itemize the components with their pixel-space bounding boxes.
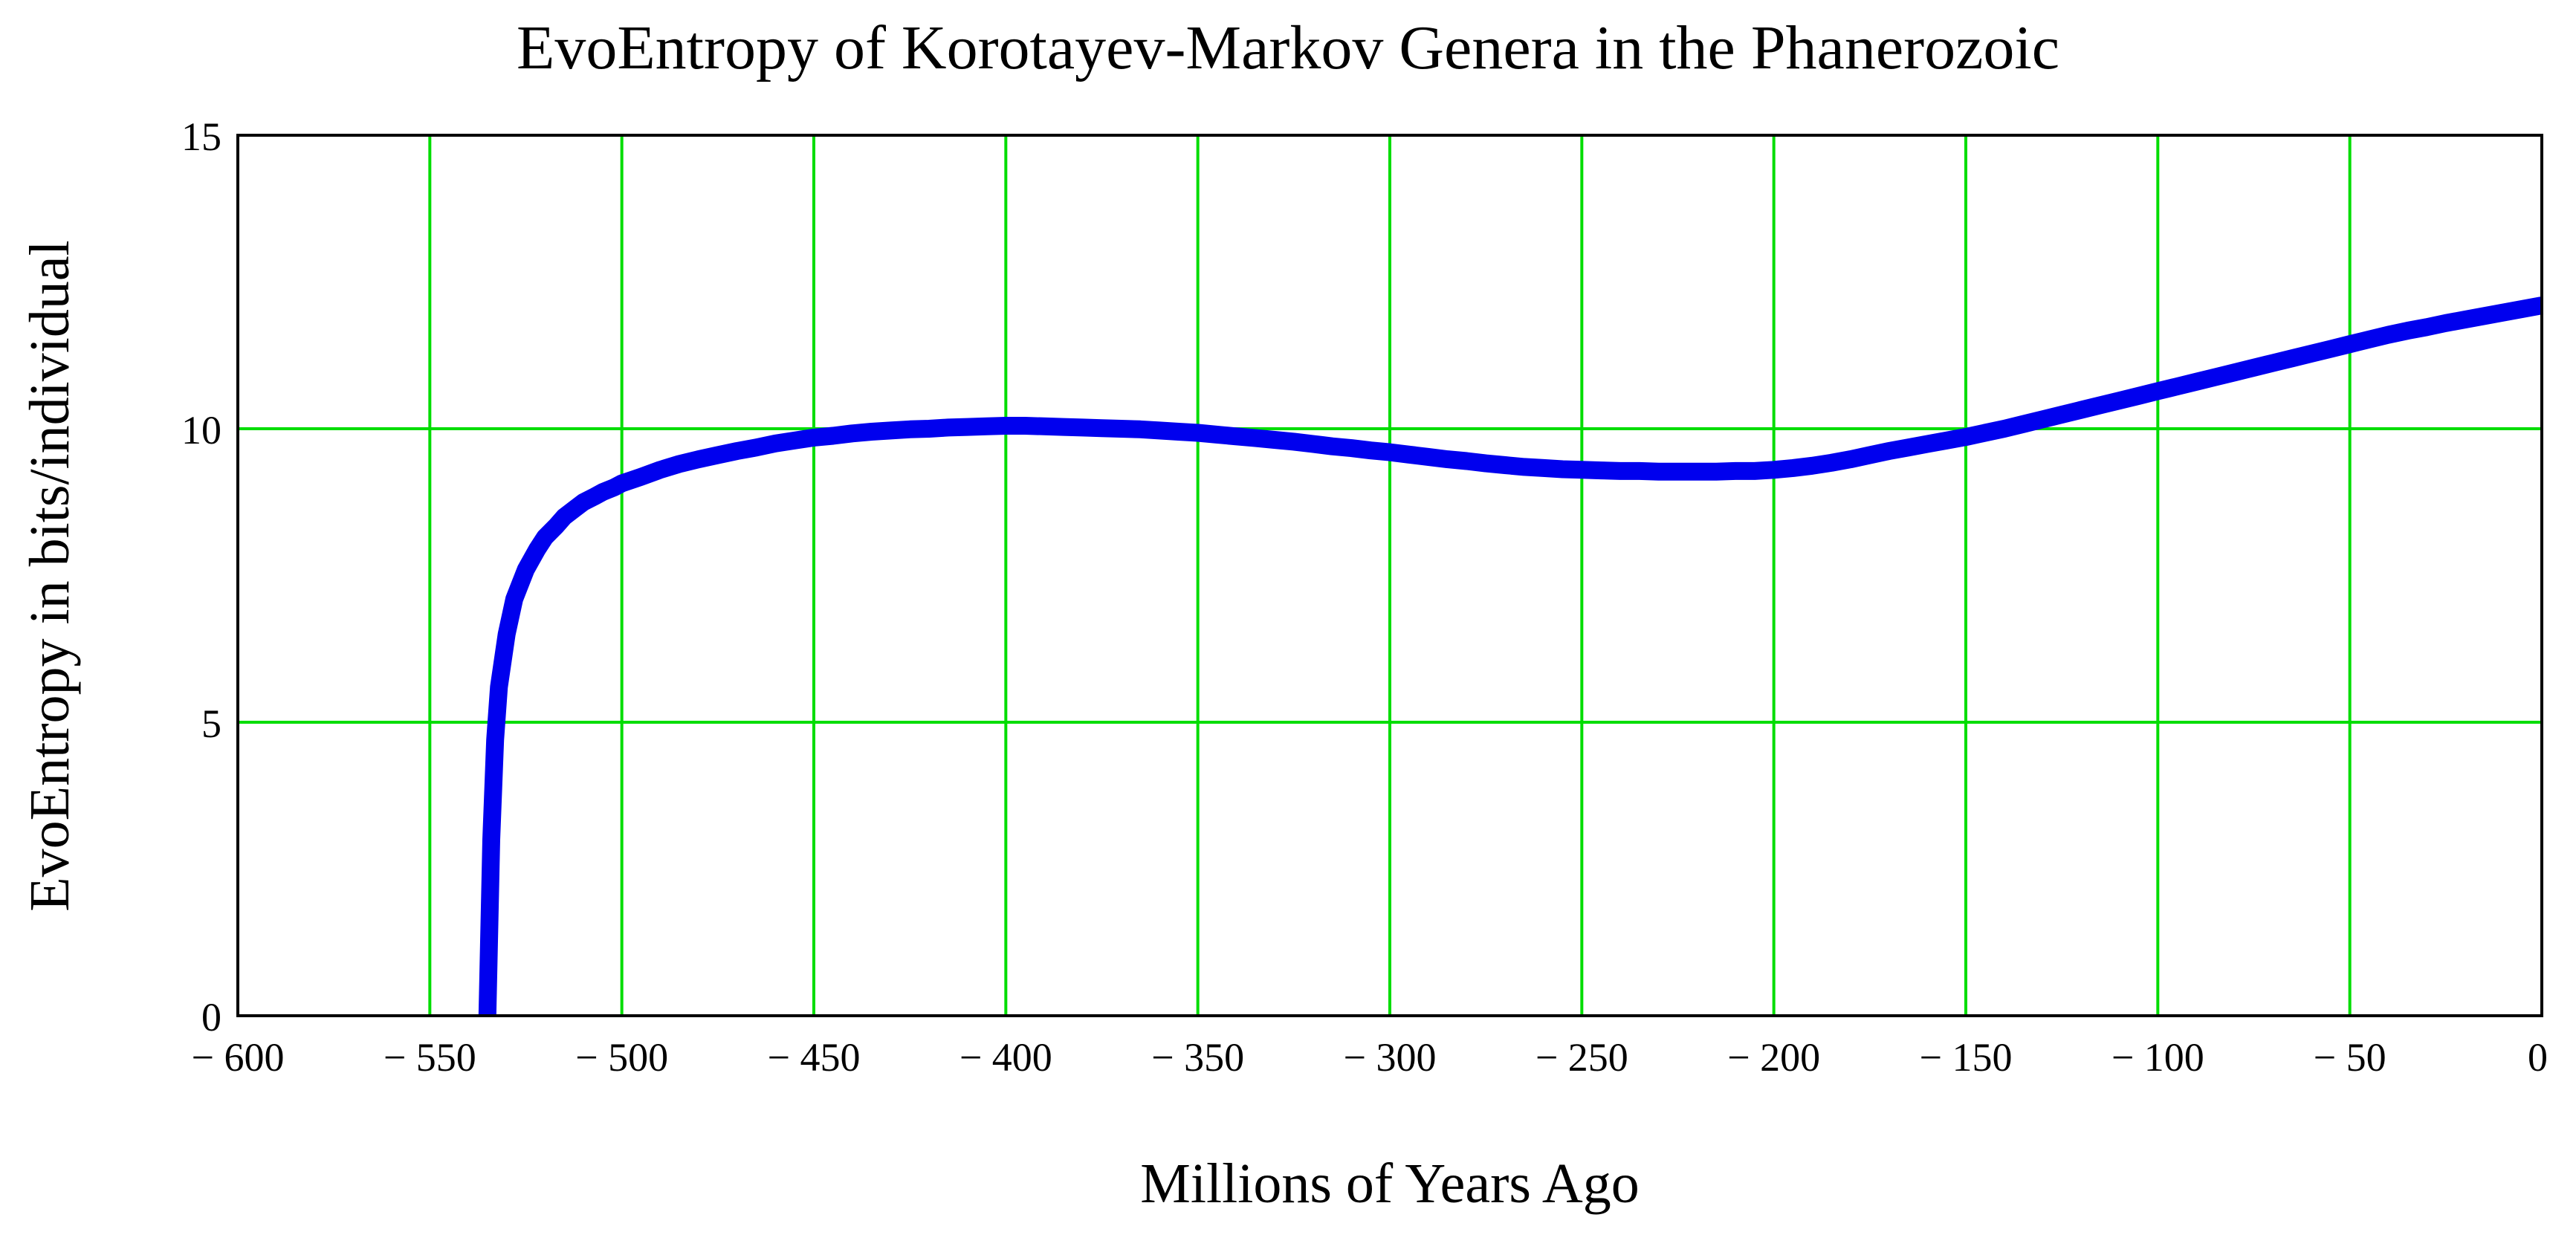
y-axis-label: EvoEntropy in bits/individual [19, 240, 81, 912]
x-tick-label: − 500 [575, 1035, 668, 1080]
y-tick-label: 5 [201, 701, 221, 746]
y-tick-label: 0 [201, 995, 221, 1040]
y-tick-labels: 0 5 10 15 [181, 114, 221, 1040]
x-tick-label: − 450 [768, 1035, 861, 1080]
x-tick-label: − 550 [384, 1035, 476, 1080]
series-line [478, 296, 2544, 1016]
y-tick-label: 15 [181, 114, 221, 159]
x-tick-label: − 200 [1727, 1035, 1820, 1080]
y-tick-label: 10 [181, 408, 221, 453]
x-tick-label: − 600 [192, 1035, 285, 1080]
x-tick-label: − 150 [1920, 1035, 2013, 1080]
x-tick-labels: − 600− 550− 500− 450− 400− 350− 300− 250… [192, 1035, 2548, 1080]
x-tick-label: − 250 [1535, 1035, 1628, 1080]
x-tick-label: − 300 [1344, 1035, 1437, 1080]
series-layer [478, 296, 2544, 1016]
x-axis-label: Millions of Years Ago [1140, 1152, 1639, 1215]
plot-frame [236, 134, 2543, 1017]
x-tick-label: − 50 [2314, 1035, 2386, 1080]
x-tick-label: − 100 [2111, 1035, 2204, 1080]
grid [238, 135, 2542, 1016]
x-tick-label: − 400 [959, 1035, 1052, 1080]
x-tick-label: 0 [2528, 1035, 2548, 1080]
chart-title: EvoEntropy of Korotayev-Markov Genera in… [517, 13, 2059, 82]
x-tick-label: − 350 [1151, 1035, 1244, 1080]
